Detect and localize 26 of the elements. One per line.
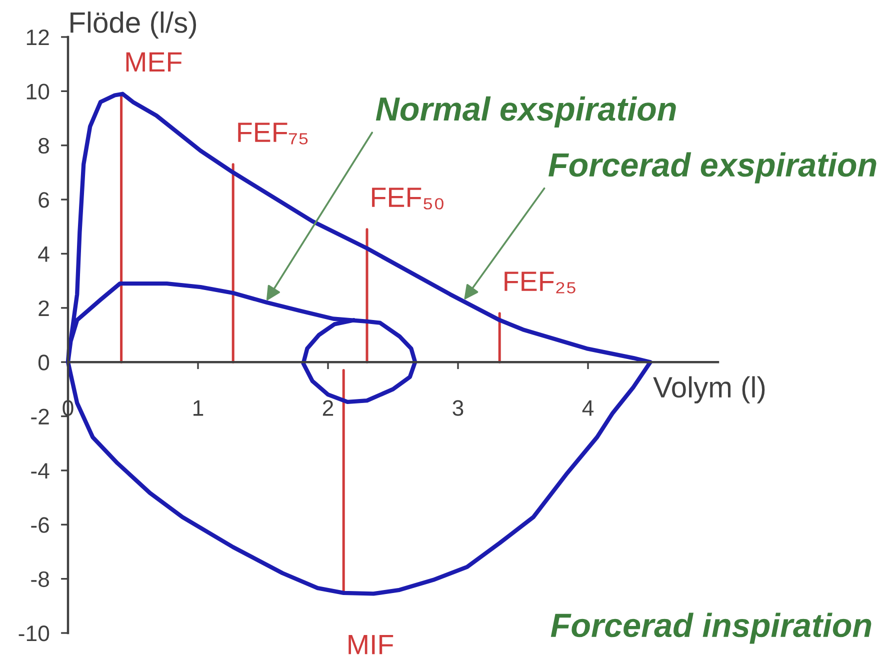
x-tick-label: 1	[194, 400, 204, 416]
y-tick-label: 6	[38, 192, 49, 208]
y-tick-label: -6	[31, 517, 49, 533]
series-label: MIF	[348, 635, 394, 654]
x-tick-label: 4	[582, 400, 594, 416]
series-label: FEF₅₀	[372, 188, 444, 210]
y-tick-label: 10	[26, 84, 50, 100]
annotation: Normal exspiration	[376, 96, 676, 128]
annotation: Forcerad exspiration	[548, 152, 876, 184]
y-tick-label: 2	[38, 300, 49, 316]
x-axis-title: Volym (l)	[653, 376, 765, 404]
series-label: FEF₇₅	[238, 122, 308, 144]
series-label: FEF₂₅	[504, 272, 576, 294]
x-tick-label: 3	[452, 400, 464, 416]
y-axis-title: Flöde (l/s)	[70, 11, 196, 39]
y-tick-label: -8	[31, 571, 49, 588]
y-tick-label: 12	[26, 30, 49, 46]
y-tick-label: 8	[38, 138, 49, 154]
annotation: Forcerad inspiration	[550, 612, 872, 644]
y-tick-label: -2	[31, 408, 49, 424]
series-label: MEF	[126, 52, 182, 72]
x-tick-label: 2	[322, 400, 334, 416]
y-tick-label: -10	[18, 626, 50, 642]
y-tick-label: -4	[31, 463, 50, 479]
y-tick-label: 4	[38, 246, 50, 262]
y-tick-label: 0	[38, 354, 50, 370]
